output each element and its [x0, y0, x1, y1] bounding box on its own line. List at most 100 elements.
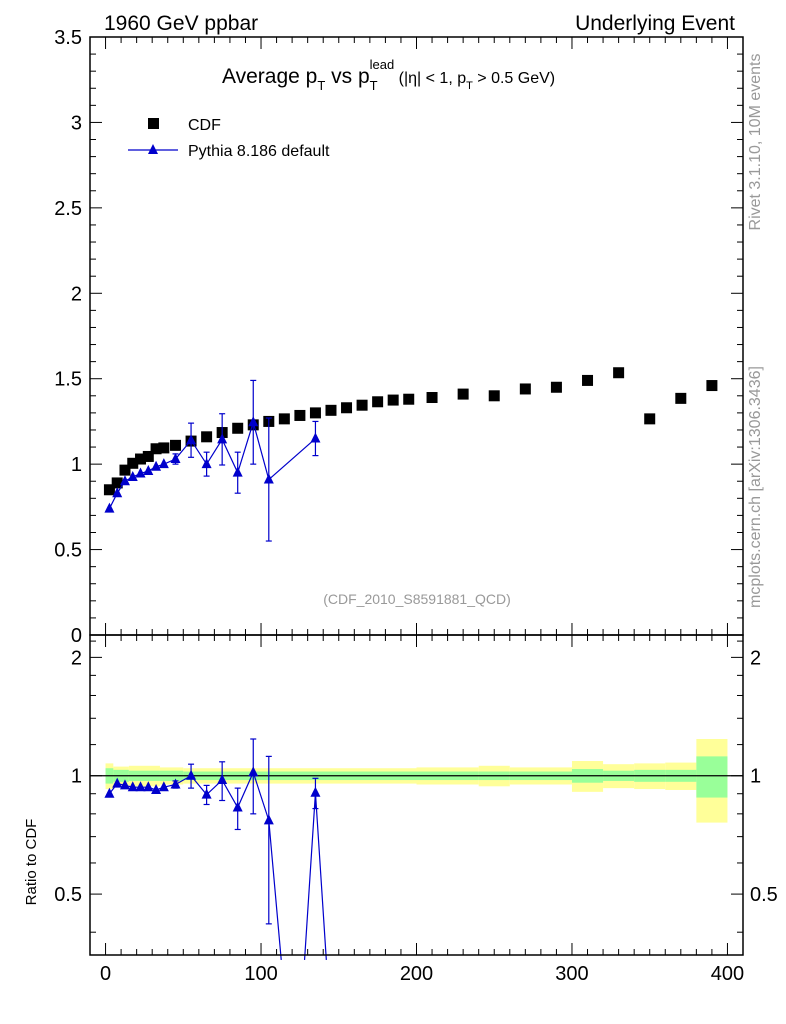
mc-line — [108, 420, 316, 509]
x-tick-label: 200 — [400, 963, 433, 985]
cdf-point — [457, 388, 469, 400]
cdf-point — [372, 396, 384, 408]
cdf-point — [127, 457, 139, 469]
cdf-point — [356, 399, 368, 411]
ratio-axis-ticks — [90, 635, 743, 955]
ratio-mc-point — [158, 781, 169, 792]
ratio-mc-point — [127, 781, 138, 792]
analysis-watermark: (CDF_2010_S8591881_QCD) — [323, 591, 511, 607]
cdf-point — [675, 392, 687, 404]
main-y-tick-label: 1 — [71, 454, 82, 476]
main-y-tick-label: 0 — [71, 625, 82, 647]
ratio-y-tick-label-left: 1 — [71, 766, 82, 788]
cdf-point — [232, 422, 244, 434]
ratio-mc-point — [119, 779, 130, 790]
cdf-point — [201, 431, 213, 443]
cdf-point — [387, 394, 399, 406]
ratio-mc-point — [201, 788, 212, 799]
legend-mc-marker — [148, 144, 158, 154]
ratio-mc-point — [186, 769, 197, 780]
legend-cdf-marker — [148, 118, 159, 129]
rivet-label: Rivet 3.1.10, 10M events — [747, 54, 764, 231]
mc-point — [232, 466, 243, 477]
cdf-point — [170, 439, 182, 451]
main-y-tick-label: 3.5 — [54, 27, 82, 49]
cdf-point — [613, 367, 625, 379]
cdf-point — [142, 450, 154, 462]
mc-point — [201, 458, 212, 469]
cdf-point — [278, 413, 290, 425]
ratio-band-inner — [696, 756, 728, 798]
ratio-y-tick-label-right: 0.5 — [750, 884, 778, 906]
cdf-point — [135, 453, 147, 465]
ratio-y-tick-label-right: 2 — [750, 647, 761, 669]
ratio-uncertainty-bands — [105, 739, 728, 823]
ratio-mc-line — [108, 770, 282, 961]
main-panel: 0 0.5 1 1.5 2 2.5 3 3.5 Average pT vs pTlead (|… — [54, 27, 744, 647]
main-y-tick-label: 1.5 — [54, 369, 82, 391]
ratio-mc-point — [248, 766, 259, 777]
cdf-point — [550, 381, 562, 393]
ratio-y-tick-label-right: 1 — [750, 766, 761, 788]
ratio-data-layer — [104, 738, 327, 961]
ratio-mc-point — [310, 786, 321, 797]
ratio-y-tick-label-left: 2 — [71, 647, 82, 669]
mc-point — [263, 473, 274, 484]
mc-point — [158, 458, 169, 469]
cdf-point — [158, 442, 170, 454]
cdf-point — [309, 407, 321, 419]
cdf-point — [519, 383, 531, 395]
main-y-tick-label: 2 — [71, 283, 82, 305]
ratio-y-tick-label-left: 0.5 — [54, 884, 82, 906]
cdf-point — [644, 413, 656, 425]
ratio-mc-point — [112, 777, 123, 788]
main-data-layer — [103, 367, 718, 542]
mc-point — [135, 467, 146, 478]
legend-mc-label: Pythia 8.186 default — [188, 143, 330, 160]
mc-point — [217, 433, 228, 444]
cdf-point — [325, 404, 337, 416]
ratio-mc-point — [104, 787, 115, 798]
cdf-point — [294, 409, 306, 421]
ratio-y-axis-label: Ratio to CDF — [23, 819, 40, 906]
header-left: 1960 GeV ppbar — [104, 12, 258, 35]
ratio-mc-point — [143, 781, 154, 792]
ratio-tick-labels: 0.5 0.5 1 1 2 2 0 100 200 300 400 — [54, 647, 778, 985]
mc-point — [248, 416, 259, 427]
main-y-tick-label: 0.5 — [54, 540, 82, 562]
cdf-point — [103, 484, 115, 496]
mc-point — [127, 470, 138, 481]
mc-point — [143, 464, 154, 475]
cdf-point — [111, 477, 123, 489]
ratio-mc-point — [217, 774, 228, 785]
cdf-point — [403, 393, 415, 405]
cdf-point — [706, 380, 718, 392]
x-tick-label: 300 — [555, 963, 588, 985]
cdf-point — [582, 374, 594, 386]
main-axis-ticks — [90, 36, 743, 636]
mc-point — [170, 453, 181, 464]
ratio-mc-line — [303, 792, 327, 960]
ratio-mc-point — [170, 778, 181, 789]
ratio-mc-point — [263, 814, 274, 825]
legend-cdf-label: CDF — [188, 117, 221, 134]
mc-point — [104, 502, 115, 513]
mc-point — [310, 432, 321, 443]
mc-point — [186, 434, 197, 445]
x-tick-label: 0 — [100, 963, 111, 985]
cdf-point — [119, 464, 131, 476]
main-y-tick-label: 2.5 — [54, 198, 82, 220]
ratio-frame — [89, 634, 744, 956]
ratio-panel: 0.5 0.5 1 1 2 2 0 100 200 300 400 Ratio to CDF — [23, 634, 778, 985]
x-tick-label: 400 — [711, 963, 744, 985]
cdf-point — [488, 390, 500, 402]
legend: CDF Pythia 8.186 default — [128, 117, 330, 160]
cdf-point — [150, 443, 162, 455]
mc-point — [151, 460, 162, 471]
main-y-tick-label: 3 — [71, 112, 82, 134]
cdf-point — [426, 392, 438, 404]
cdf-point — [341, 402, 353, 414]
ratio-mc-point — [151, 783, 162, 794]
mcplots-label: mcplots.cern.ch [arXiv:1306.3436] — [747, 366, 764, 608]
